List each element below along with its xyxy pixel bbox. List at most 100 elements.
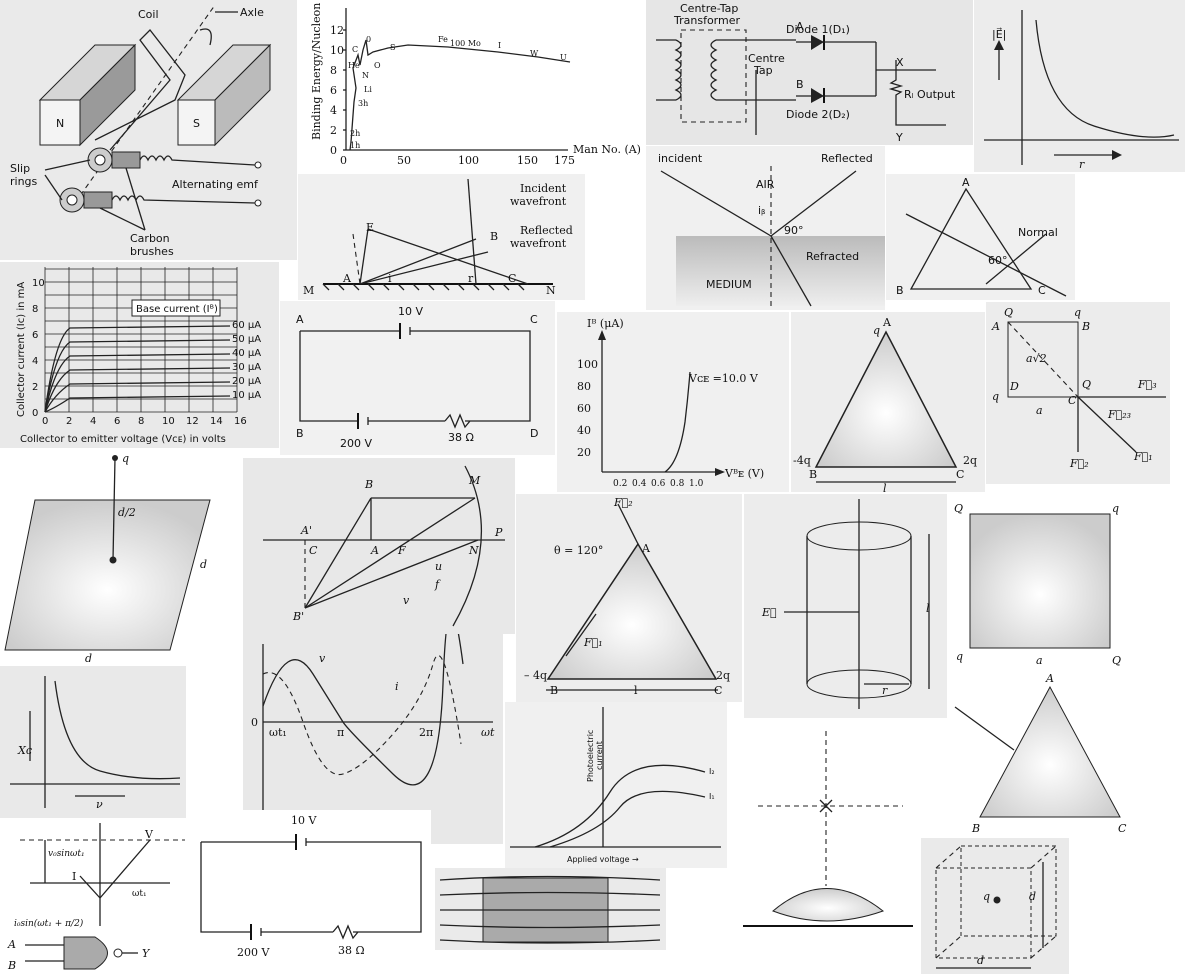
i0-label: i₀sin(ωt₁ + π/2)	[14, 918, 84, 929]
angle-90: 90°	[784, 224, 804, 237]
y-tick-label: 10	[330, 44, 344, 57]
charged-sheet-diagram: q d/2 d d	[0, 450, 240, 664]
coil-label: Coil	[138, 8, 159, 21]
nuclide-label: Fe	[438, 35, 448, 44]
charge-q-top: Q	[1004, 306, 1013, 319]
vertex-c: C	[714, 684, 722, 697]
y-axis-title: Collector current (Iᴄ) in mA	[16, 282, 27, 417]
x-axis-title: Man No. (A)	[573, 143, 641, 156]
ib-curve	[44, 339, 231, 413]
curve-label: Vᴄᴇ =10.0 V	[688, 372, 759, 385]
incident-wavefront-label: Incident wavefront	[510, 182, 567, 208]
i-label: I	[72, 870, 76, 883]
input-characteristics-graph: Iᴮ (μA) Vᴮᴇ (V) Vᴄᴇ =10.0 V 20 40 60 80 100 0…	[557, 312, 789, 492]
vertex-b: B	[971, 822, 980, 835]
y-tick-label: 0	[330, 144, 337, 157]
input-a: A	[7, 938, 16, 951]
corner-c: C	[530, 313, 538, 326]
side-l: l	[634, 684, 638, 697]
charge-right: 2q	[716, 669, 730, 682]
wt-label: ωt₁	[132, 889, 147, 899]
x-tick-label: 12	[186, 416, 199, 427]
charge-q-bottomleft: q	[992, 390, 999, 403]
x-tick-label: 8	[138, 416, 144, 427]
x-tick-label: 0.6	[651, 479, 666, 489]
charge-top: q	[873, 324, 880, 337]
label-i2: I₂	[709, 767, 715, 776]
axle-label: Axle	[240, 6, 264, 19]
vertex-c: C	[1038, 284, 1046, 297]
side-a: a	[1036, 654, 1043, 667]
charge-q-topright: q	[1074, 306, 1081, 319]
diag-label: a√2	[1026, 352, 1047, 365]
cube-charge: q d d	[921, 838, 1069, 974]
x-tick-label: 100	[458, 154, 479, 167]
vertex-b: B	[550, 684, 558, 697]
x-tick-label: 16	[234, 416, 247, 427]
vertex-b: B	[896, 284, 904, 297]
label-2pi: 2π	[419, 726, 433, 739]
force-f2: F⃗₂	[1069, 457, 1089, 470]
lens-on-surface	[738, 726, 923, 938]
corner-a: A	[296, 313, 304, 326]
x-terminal: X	[896, 56, 904, 69]
ac-generator-diagram: N S Coil Axle Slip rings Alternating emf …	[0, 0, 297, 260]
nand-gate: A B Y	[0, 933, 165, 974]
prism-normal-diagram: A B C Normal 60°	[886, 174, 1075, 300]
label-0: 0	[251, 716, 258, 729]
ib-curve	[44, 353, 231, 413]
r-label: 38 Ω	[448, 431, 474, 444]
nuclide-label: 3h	[358, 99, 368, 108]
y-tick-label: 60	[577, 402, 591, 415]
circuit-simple: 10 V 200 V 38 Ω	[193, 810, 431, 968]
radius-r: r	[882, 684, 888, 697]
y-tick-label: 8	[330, 64, 337, 77]
side-l: l	[883, 482, 887, 492]
force-f23: F⃗₂₃	[1107, 408, 1131, 421]
diode2-label: Diode 2(D₂)	[786, 108, 850, 121]
x-axis-label: ν	[96, 798, 103, 811]
nuclide-label: O	[374, 61, 381, 70]
side-d-bottom: d	[85, 652, 92, 664]
label-c: C	[1068, 394, 1077, 407]
vertex-a: A	[641, 542, 651, 555]
concave-mirror-diagram: B M A' C A F N P B' u f v	[243, 458, 515, 634]
length-l: l	[926, 602, 930, 615]
x-tick-label: 0.4	[632, 479, 647, 489]
charge-left: -4q	[793, 454, 811, 467]
label-n: N	[468, 544, 479, 557]
brushes-label: Carbon brushes	[130, 232, 174, 258]
slip-rings-label: Slip rings	[10, 162, 38, 188]
x-tick-label: 2	[66, 416, 72, 427]
label-b: B	[364, 478, 373, 491]
diode1-label: Diode 1(D₁)	[786, 23, 850, 36]
curve-label: 60 μA	[232, 320, 261, 331]
charge-tl: Q	[954, 502, 963, 515]
ib-curve	[44, 367, 231, 413]
y-tick-label: 0	[32, 408, 38, 419]
charge-tr: q	[1112, 502, 1119, 515]
label-u: u	[435, 560, 442, 573]
label-wt1: ωt₁	[269, 726, 287, 739]
y-tick-label: 6	[32, 330, 38, 341]
v2-label: 200 V	[237, 946, 270, 959]
y-axis-label: Xᴄ	[17, 744, 32, 757]
x-tick-label: 0.8	[670, 479, 685, 489]
label-pi: π	[337, 726, 344, 739]
rl-label: Rₗ Output	[904, 88, 956, 101]
nuclide-label: W	[530, 49, 539, 58]
vertex-c: C	[956, 468, 964, 481]
label-a1: A'	[300, 524, 312, 537]
nuclide-label: N	[362, 71, 369, 80]
force-f1: F⃗₁	[1133, 450, 1153, 463]
ib-curve	[44, 381, 231, 413]
charge-right: 2q	[963, 454, 977, 467]
label-a: A	[991, 320, 1000, 333]
force-f1: F⃗₁	[583, 636, 603, 649]
label-p: P	[494, 526, 503, 539]
centre-tap-label: Centre Tap	[748, 52, 785, 77]
label-b: B	[1081, 320, 1090, 333]
x-tick-label: 10	[162, 416, 175, 427]
y-tick-label: 10	[32, 278, 45, 289]
charge-q: q	[122, 452, 129, 465]
